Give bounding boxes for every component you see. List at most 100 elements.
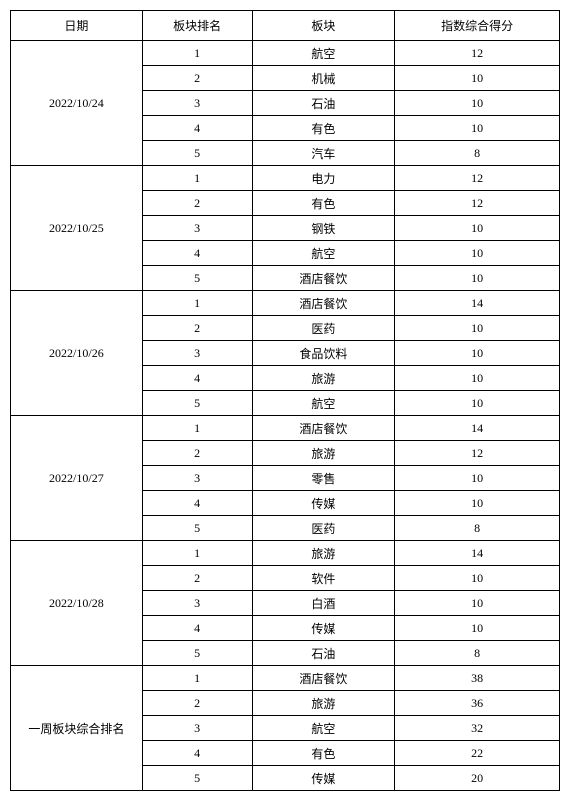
header-sector: 板块 [252,11,395,41]
cell-sector: 白酒 [252,591,395,616]
cell-sector: 钢铁 [252,216,395,241]
cell-date: 一周板块综合排名 [11,666,143,791]
cell-score: 10 [395,591,560,616]
cell-rank: 5 [142,141,252,166]
cell-sector: 酒店餐饮 [252,416,395,441]
cell-rank: 5 [142,516,252,541]
cell-sector: 医药 [252,316,395,341]
cell-rank: 4 [142,241,252,266]
cell-date: 2022/10/25 [11,166,143,291]
cell-sector: 有色 [252,741,395,766]
cell-score: 10 [395,66,560,91]
table-row: 2022/10/261酒店餐饮14 [11,291,560,316]
cell-sector: 石油 [252,91,395,116]
cell-sector: 传媒 [252,491,395,516]
cell-score: 14 [395,416,560,441]
cell-rank: 1 [142,166,252,191]
cell-sector: 酒店餐饮 [252,666,395,691]
cell-score: 10 [395,316,560,341]
cell-score: 10 [395,466,560,491]
cell-sector: 食品饮料 [252,341,395,366]
cell-rank: 2 [142,66,252,91]
cell-score: 22 [395,741,560,766]
cell-rank: 2 [142,191,252,216]
cell-score: 8 [395,516,560,541]
cell-sector: 酒店餐饮 [252,266,395,291]
cell-sector: 机械 [252,66,395,91]
cell-sector: 汽车 [252,141,395,166]
cell-sector: 旅游 [252,441,395,466]
cell-score: 12 [395,441,560,466]
cell-rank: 1 [142,416,252,441]
cell-score: 14 [395,291,560,316]
cell-rank: 2 [142,691,252,716]
cell-rank: 3 [142,91,252,116]
cell-rank: 4 [142,616,252,641]
cell-sector: 旅游 [252,691,395,716]
cell-score: 10 [395,266,560,291]
cell-rank: 3 [142,716,252,741]
cell-sector: 酒店餐饮 [252,291,395,316]
cell-rank: 1 [142,291,252,316]
cell-score: 10 [395,566,560,591]
cell-rank: 2 [142,316,252,341]
cell-sector: 航空 [252,41,395,66]
cell-rank: 5 [142,266,252,291]
cell-sector: 有色 [252,116,395,141]
cell-rank: 4 [142,366,252,391]
cell-score: 8 [395,141,560,166]
cell-score: 10 [395,391,560,416]
cell-sector: 传媒 [252,616,395,641]
cell-score: 20 [395,766,560,791]
cell-score: 10 [395,341,560,366]
sector-ranking-table: 日期 板块排名 板块 指数综合得分 2022/10/241航空122机械103石… [10,10,560,791]
cell-rank: 1 [142,666,252,691]
cell-sector: 零售 [252,466,395,491]
cell-rank: 5 [142,391,252,416]
cell-rank: 3 [142,216,252,241]
cell-score: 14 [395,541,560,566]
cell-score: 10 [395,616,560,641]
table-row: 2022/10/241航空12 [11,41,560,66]
cell-sector: 航空 [252,241,395,266]
cell-sector: 有色 [252,191,395,216]
cell-rank: 5 [142,766,252,791]
header-date: 日期 [11,11,143,41]
cell-score: 32 [395,716,560,741]
cell-sector: 软件 [252,566,395,591]
cell-sector: 电力 [252,166,395,191]
cell-date: 2022/10/27 [11,416,143,541]
cell-rank: 5 [142,641,252,666]
cell-sector: 旅游 [252,541,395,566]
cell-date: 2022/10/24 [11,41,143,166]
cell-rank: 4 [142,741,252,766]
cell-rank: 2 [142,441,252,466]
cell-score: 10 [395,91,560,116]
cell-sector: 旅游 [252,366,395,391]
cell-sector: 传媒 [252,766,395,791]
cell-date: 2022/10/28 [11,541,143,666]
cell-score: 10 [395,116,560,141]
cell-score: 12 [395,191,560,216]
table-row: 2022/10/281旅游14 [11,541,560,566]
cell-sector: 石油 [252,641,395,666]
cell-rank: 4 [142,116,252,141]
cell-rank: 1 [142,41,252,66]
header-rank: 板块排名 [142,11,252,41]
cell-rank: 3 [142,591,252,616]
cell-score: 36 [395,691,560,716]
cell-score: 8 [395,641,560,666]
cell-score: 10 [395,491,560,516]
cell-score: 10 [395,216,560,241]
cell-rank: 3 [142,341,252,366]
cell-score: 38 [395,666,560,691]
header-score: 指数综合得分 [395,11,560,41]
cell-rank: 1 [142,541,252,566]
cell-score: 10 [395,366,560,391]
table-row: 2022/10/251电力12 [11,166,560,191]
cell-sector: 航空 [252,391,395,416]
cell-rank: 4 [142,491,252,516]
cell-sector: 医药 [252,516,395,541]
cell-date: 2022/10/26 [11,291,143,416]
cell-score: 12 [395,166,560,191]
